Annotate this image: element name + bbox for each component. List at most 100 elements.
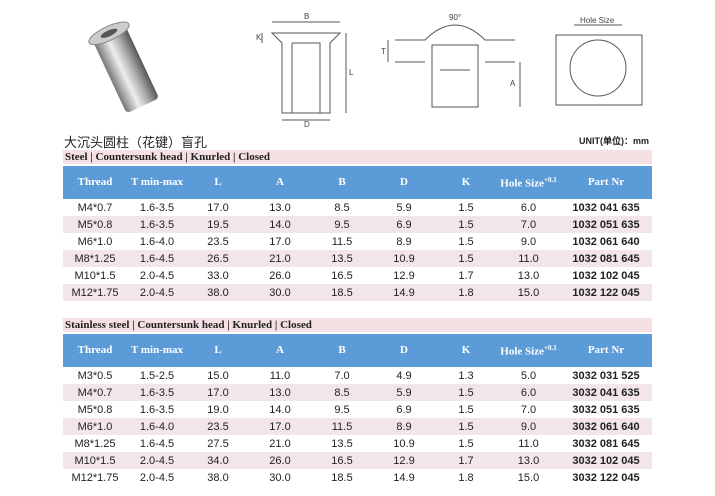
cell: 1.5 (435, 418, 497, 435)
cell: M4*0.7 (77, 201, 113, 214)
cell: 3032 061 640 (560, 418, 652, 435)
cell: 4.9 (396, 369, 412, 382)
cell: 23.5 (207, 235, 229, 248)
cell: 26.5 (187, 250, 249, 267)
section-title: Steel | Countersunk head | Knurled | Clo… (63, 150, 652, 164)
cell: 17.0 (269, 235, 291, 248)
label: K (256, 33, 262, 42)
cell: 9.0 (520, 235, 537, 248)
cell: 14.0 (269, 403, 291, 416)
row: M10*1.5 2.0-4.5 33.0 26.0 16.5 12.9 1.7 13.0 103… (63, 267, 652, 284)
cell: 12.9 (373, 452, 435, 469)
header-text: A (276, 344, 284, 356)
cell: 1.5 (458, 201, 474, 214)
row: M5*0.8 1.6-3.5 19.0 14.0 9.5 6.9 1.5 7.0 3032 05… (63, 401, 652, 418)
cell: 3032 122 045 (572, 471, 640, 484)
column-header: B (311, 332, 373, 367)
cell: 3032 031 525 (572, 369, 640, 382)
cell: 5.9 (396, 201, 412, 214)
cell: 1.6-4.0 (127, 418, 187, 435)
cell: 14.9 (393, 471, 415, 484)
cell: M8*1.25 (74, 437, 116, 450)
cell: 19.5 (187, 216, 249, 233)
cell: 11.0 (497, 250, 560, 267)
cell: 1.5 (458, 235, 474, 248)
table-section: Steel | Countersunk head | Knurled | Clo… (63, 150, 652, 301)
cell: 3032 081 645 (572, 437, 640, 450)
cell: 14.0 (249, 216, 311, 233)
header-text: K (461, 176, 471, 188)
row: M4*0.7 1.6-3.5 17.0 13.0 8.5 5.9 1.5 6.0 1032 04… (63, 199, 652, 216)
cell: M10*1.5 (63, 452, 127, 469)
title: 大沉头圆柱（花键）盲孔 (64, 135, 208, 150)
column-header: T min-max (127, 164, 187, 199)
cell: 15.0 (517, 471, 540, 484)
cell: 8.5 (311, 384, 373, 401)
cell: 11.5 (331, 235, 353, 248)
cell: 1.8 (435, 284, 497, 301)
cell: 7.0 (520, 403, 537, 416)
row: M8*1.25 1.6-4.5 26.5 21.0 13.5 10.9 1.5 11.0 103… (63, 250, 652, 267)
cell: 9.5 (311, 216, 373, 233)
cell: 27.5 (207, 437, 229, 450)
cell: 1.6-3.5 (127, 384, 187, 401)
cell: 1.6-4.5 (139, 437, 175, 450)
cell: 5.9 (373, 384, 435, 401)
cell: M6*1.0 (77, 235, 113, 248)
header-text: T min-max (130, 344, 184, 356)
cell: 26.0 (269, 269, 291, 282)
cell: 38.0 (187, 284, 249, 301)
cell: 5.0 (520, 369, 537, 382)
cell: 1.6-3.5 (139, 403, 175, 416)
header-text: D (400, 176, 408, 188)
column-header: Hole Size+0.1 (497, 164, 560, 199)
label: D (304, 120, 310, 129)
row: M6*1.0 1.6-4.0 23.5 17.0 11.5 8.9 1.5 9.0 3032 0… (63, 418, 652, 435)
cell: 1032 061 640 (572, 235, 640, 248)
cell: 10.9 (373, 250, 435, 267)
row: M8*1.25 1.6-4.5 27.5 21.0 13.5 10.9 1.5 11.0 303… (63, 435, 652, 452)
cell: 1.8 (458, 471, 474, 484)
cell: 6.0 (497, 384, 560, 401)
cell: 8.9 (373, 418, 435, 435)
header-text: K (461, 344, 471, 356)
label: L (349, 68, 354, 77)
cell: 7.0 (334, 369, 350, 382)
row: M6*1.0 1.6-4.0 23.5 17.0 11.5 8.9 1.5 9.0 1032 0… (63, 233, 652, 250)
cell: 12.9 (393, 269, 415, 282)
cell: 8.5 (334, 201, 350, 214)
cell: 17.0 (249, 418, 311, 435)
cell: 3032 051 635 (572, 403, 640, 416)
cell: 3032 041 635 (560, 384, 652, 401)
cell: M10*1.5 (74, 269, 116, 282)
cell: 21.0 (249, 250, 311, 267)
column-header: Hole Size+0.1 (497, 332, 560, 367)
column-header: Thread (63, 332, 127, 367)
cell: 1.5 (435, 250, 497, 267)
header-text: Thread (77, 176, 113, 188)
section-title: Stainless steel | Countersunk head | Knu… (63, 318, 652, 332)
header-text: Thread (77, 344, 113, 356)
cell: 1.5 (435, 384, 497, 401)
cell: 13.5 (331, 437, 353, 450)
drawings: B K D L 90° T A Hole Size (88, 12, 643, 129)
cell: M5*0.8 (63, 216, 127, 233)
column-header: A (249, 164, 311, 199)
hole-drawing (555, 24, 643, 106)
column-header: Part Nr (560, 332, 652, 367)
table-section: Stainless steel | Countersunk head | Knu… (63, 318, 652, 486)
cell: 15.0 (207, 369, 229, 382)
header-text: A (276, 176, 284, 188)
cell: 1032 051 635 (560, 216, 652, 233)
section-drawing (261, 21, 347, 121)
cell: 1.5 (435, 216, 497, 233)
cell: 1.5 (458, 403, 474, 416)
cell: 7.0 (497, 216, 560, 233)
cell: 26.0 (249, 452, 311, 469)
cell: 34.0 (187, 452, 249, 469)
row: M12*1.75 2.0-4.5 38.0 30.0 18.5 14.9 1.8 15.0 30… (63, 469, 652, 486)
unit: UNIT(单位)：mm (579, 136, 649, 146)
cell: 1.3 (458, 369, 474, 382)
cell: 10.9 (393, 437, 415, 450)
cell: 9.5 (334, 403, 350, 416)
